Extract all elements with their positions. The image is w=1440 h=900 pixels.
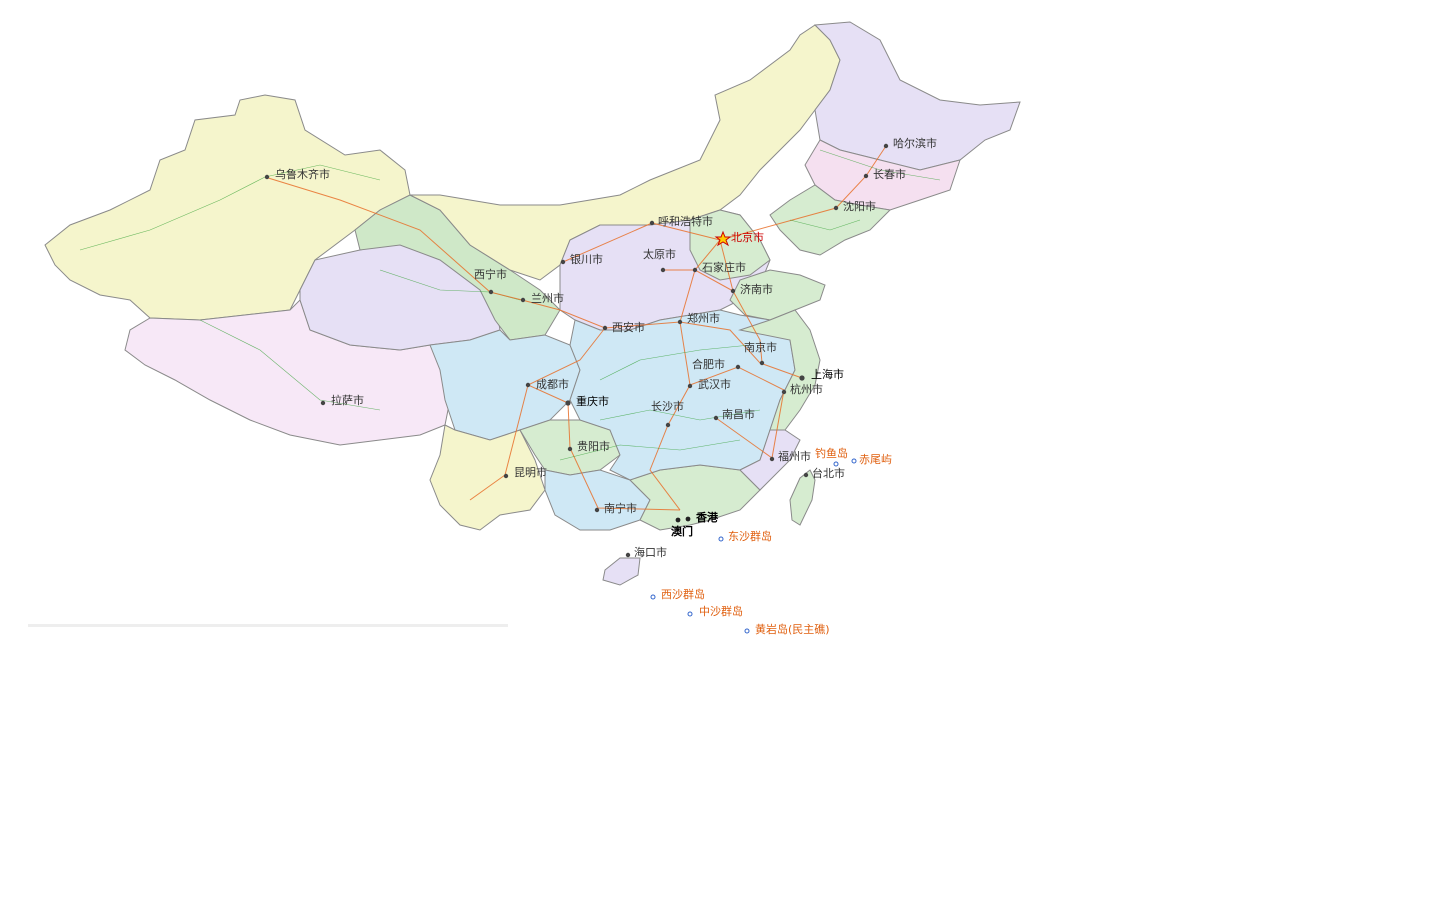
region-guangdong <box>629 464 761 531</box>
city-dot-wuhan <box>687 383 693 389</box>
label-diaoyu: 钓鱼岛 <box>815 446 848 460</box>
label-nanchang: 南昌市 <box>722 407 755 421</box>
island-dot-huangyan <box>744 628 750 634</box>
city-dot-lanzhou <box>520 297 526 303</box>
city-dot-kunming <box>503 473 509 479</box>
city-dot-fuzhou <box>769 456 775 462</box>
label-hohhot: 呼和浩特市 <box>658 214 713 228</box>
city-dot-harbin <box>883 143 889 149</box>
label-macau: 澳门 <box>671 524 693 538</box>
city-dot-yinchuan <box>560 259 566 265</box>
label-kunming: 昆明市 <box>514 465 547 479</box>
label-nanning: 南宁市 <box>604 501 637 515</box>
city-dot-shenyang <box>833 205 839 211</box>
region-hebei <box>689 209 771 281</box>
city-dot-changsha <box>665 422 671 428</box>
city-dot-chengdu <box>525 382 531 388</box>
label-changchun: 长春市 <box>873 167 906 181</box>
label-lanzhou: 兰州市 <box>531 291 564 305</box>
label-guiyang: 贵阳市 <box>577 439 610 453</box>
label-hefei: 合肥市 <box>692 357 725 371</box>
label-fuzhou: 福州市 <box>778 449 811 463</box>
label-haikou: 海口市 <box>634 545 667 559</box>
label-shijiazhuang: 石家庄市 <box>702 260 746 274</box>
city-dot-hangzhou <box>781 389 787 395</box>
island-dot-chiwei <box>851 458 857 464</box>
label-chongqing: 重庆市 <box>576 394 609 408</box>
label-xining: 西宁市 <box>474 267 507 281</box>
island-dot-dongsha <box>718 536 724 542</box>
city-dot-hefei <box>735 364 741 370</box>
label-taipei: 台北市 <box>812 466 845 480</box>
island-dot-xisha <box>650 594 656 600</box>
label-yinchuan: 银川市 <box>570 252 603 266</box>
label-chengdu: 成都市 <box>536 377 569 391</box>
label-shenyang: 沈阳市 <box>843 199 876 213</box>
city-dot-hongkong <box>685 516 691 522</box>
city-dot-chongqing <box>565 400 571 406</box>
city-dot-guiyang <box>567 446 573 452</box>
label-xian: 西安市 <box>612 320 645 334</box>
city-dot-urumqi <box>264 174 270 180</box>
city-dot-jinan <box>730 288 736 294</box>
label-lhasa: 拉萨市 <box>331 393 364 407</box>
label-hongkong: 香港 <box>695 510 719 524</box>
label-hangzhou: 杭州市 <box>790 382 823 396</box>
region-yunnan <box>429 424 546 531</box>
city-dot-hohhot <box>649 220 655 226</box>
scan-artifact <box>28 624 508 627</box>
label-nanjing: 南京市 <box>744 340 777 354</box>
region-xinjiang <box>44 94 411 321</box>
region-fujian <box>739 429 801 491</box>
label-zhongsha: 中沙群岛 <box>699 604 743 618</box>
label-harbin: 哈尔滨市 <box>893 136 937 150</box>
city-dot-shanghai <box>799 375 805 381</box>
capital-star-icon <box>714 230 732 247</box>
label-chiwei: 赤尾屿 <box>859 453 892 466</box>
city-dot-nanchang <box>713 415 719 421</box>
region-liaoning <box>769 184 892 256</box>
region-taiwan <box>789 469 816 526</box>
city-labels: 乌鲁木齐市 哈尔滨市 长春市 沈阳市 呼和浩特市 北京市 银川市 太原市 石家庄… <box>275 136 937 559</box>
label-xisha: 西沙群岛 <box>661 587 705 601</box>
city-dot-haikou <box>625 552 631 558</box>
city-dot-xian <box>602 325 608 331</box>
label-urumqi: 乌鲁木齐市 <box>275 167 330 181</box>
region-shandong <box>729 269 826 321</box>
island-labels: 钓鱼岛 赤尾屿 东沙群岛 西沙群岛 中沙群岛 黄岩岛(民主礁) <box>661 446 892 636</box>
city-dot-nanjing <box>759 360 765 366</box>
city-markers <box>264 143 889 634</box>
city-dot-changchun <box>863 173 869 179</box>
label-dongsha: 东沙群岛 <box>728 529 772 543</box>
city-dot-lhasa <box>320 400 326 406</box>
label-jinan: 济南市 <box>740 282 773 296</box>
label-changsha: 长沙市 <box>651 399 684 413</box>
island-dot-diaoyu <box>833 461 839 467</box>
city-dot-taipei <box>803 472 809 478</box>
island-dot-zhongsha <box>687 611 693 617</box>
city-dot-xining <box>488 289 494 295</box>
label-taiyuan: 太原市 <box>643 247 676 261</box>
city-dot-zhengzhou <box>677 319 683 325</box>
label-shanghai: 上海市 <box>811 367 844 381</box>
label-huangyan: 黄岩岛(民主礁) <box>755 622 830 636</box>
region-hainan <box>602 557 641 586</box>
label-wuhan: 武汉市 <box>698 377 731 391</box>
city-dot-macau <box>675 517 681 523</box>
city-dot-nanning <box>594 507 600 513</box>
region-jiangsu-zhejiang <box>738 309 821 431</box>
label-zhengzhou: 郑州市 <box>687 311 720 325</box>
label-beijing: 北京市 <box>731 230 764 244</box>
city-dot-taiyuan <box>660 267 666 273</box>
city-dot-shijiazhuang <box>692 267 698 273</box>
